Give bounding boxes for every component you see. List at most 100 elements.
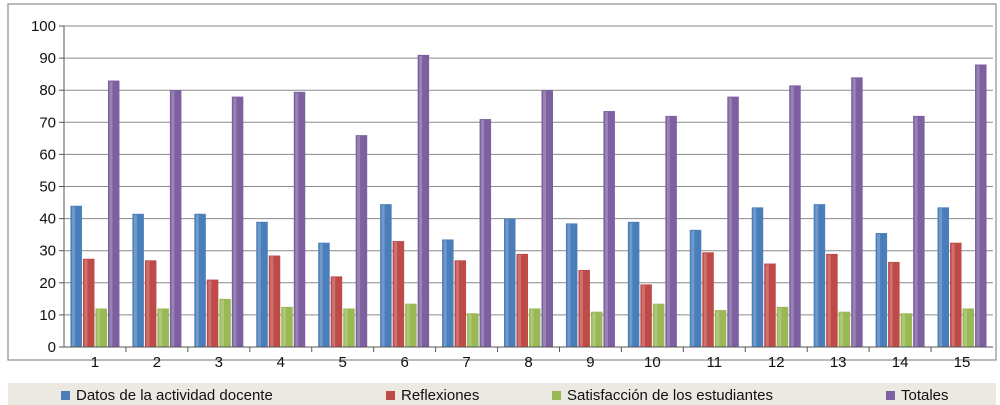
bar-highlight	[753, 208, 757, 347]
bar-highlight	[902, 314, 906, 347]
bar-series-2-cat-1	[82, 258, 95, 347]
bar-series-2-cat-11	[702, 252, 714, 347]
y-tick-label: 60	[39, 146, 56, 163]
x-tick-label: 12	[768, 354, 785, 371]
bar-series-4-cat-1	[107, 80, 120, 347]
bar-series-3-cat-2	[157, 308, 169, 347]
bar-series-1-cat-8	[504, 218, 516, 347]
legend-swatch-4	[886, 391, 895, 400]
bar-highlight	[840, 312, 844, 347]
y-tick-label: 20	[39, 275, 56, 292]
bar-series-4-cat-8	[541, 90, 553, 347]
bar-series-4-cat-2	[169, 90, 182, 347]
bar-series-4-cat-11	[727, 96, 739, 348]
bar-series-3-cat-9	[590, 311, 603, 347]
bar-series-3-cat-6	[405, 303, 417, 347]
x-tick-label: 11	[707, 354, 723, 371]
y-tick-label: 30	[39, 243, 56, 260]
bar-series-2-cat-5	[330, 276, 343, 347]
bar-series-2-cat-3	[206, 279, 219, 347]
bar-highlight	[703, 253, 707, 347]
bar-series-2-cat-13	[826, 253, 838, 347]
legend-band	[8, 383, 996, 405]
bar-highlight	[654, 304, 658, 347]
bar-series-4-cat-6	[417, 54, 430, 347]
bar-highlight	[728, 97, 732, 348]
x-tick-label: 1	[91, 354, 99, 371]
bar-highlight	[381, 205, 385, 347]
x-tick-label: 7	[462, 354, 470, 371]
y-tick-label: 10	[39, 307, 56, 324]
bar-series-1-cat-2	[132, 213, 144, 347]
bar-series-3-cat-8	[529, 308, 541, 347]
bar-highlight	[96, 309, 100, 347]
x-tick-label: 14	[892, 354, 909, 371]
bar-series-2-cat-2	[144, 260, 157, 347]
bar-highlight	[257, 222, 261, 347]
bar-highlight	[778, 307, 782, 348]
bar-highlight	[877, 234, 881, 347]
bar-highlight	[158, 309, 162, 347]
bar-highlight	[295, 92, 299, 347]
x-tick-label: 10	[644, 354, 661, 371]
bar-series-3-cat-1	[95, 308, 107, 347]
bar-highlight	[914, 116, 918, 347]
bar-highlight	[629, 222, 633, 347]
bar-highlight	[71, 206, 75, 347]
bar-highlight	[518, 254, 521, 347]
bar-series-3-cat-7	[467, 313, 479, 347]
bar-highlight	[146, 261, 150, 347]
bar-series-3-cat-14	[900, 313, 913, 347]
bar-series-1-cat-10	[627, 221, 640, 347]
legend-label-4: Totales	[901, 387, 949, 404]
bar-series-1-cat-11	[689, 229, 702, 347]
bar-highlight	[716, 311, 720, 347]
bar-series-3-cat-4	[281, 306, 293, 348]
bar-series-3-cat-15	[962, 308, 975, 347]
bar-highlight	[233, 97, 237, 348]
bar-series-2-cat-15	[950, 242, 962, 347]
bar-highlight	[319, 243, 323, 347]
bar-series-4-cat-4	[293, 91, 306, 347]
bar-highlight	[815, 205, 819, 347]
bar-highlight	[641, 285, 645, 347]
bar-series-1-cat-4	[256, 221, 268, 347]
x-tick-label: 5	[339, 354, 347, 371]
bar-series-2-cat-10	[640, 284, 652, 347]
legend-swatch-2	[386, 391, 395, 400]
bar-series-3-cat-5	[343, 308, 355, 347]
bar-series-3-cat-13	[838, 311, 851, 347]
bar-highlight	[220, 299, 224, 347]
y-tick-label: 80	[39, 82, 56, 99]
bar-highlight	[394, 242, 398, 347]
bar-highlight	[84, 259, 88, 347]
bar-highlight	[790, 86, 794, 347]
bar-highlight	[282, 307, 286, 348]
bar-series-4-cat-7	[479, 119, 492, 347]
x-tick-label: 13	[830, 354, 847, 371]
bar-series-1-cat-13	[813, 204, 826, 347]
bar-highlight	[406, 304, 410, 347]
bar-highlight	[543, 91, 546, 347]
bar-highlight	[827, 254, 831, 347]
bar-highlight	[208, 280, 212, 347]
bar-series-4-cat-14	[913, 115, 925, 347]
bar-series-1-cat-15	[937, 207, 950, 347]
x-tick-label: 2	[153, 354, 161, 371]
bar-highlight	[976, 65, 980, 348]
bar-series-1-cat-6	[380, 204, 392, 347]
bar-series-4-cat-5	[355, 135, 368, 347]
x-tick-label: 15	[954, 354, 971, 371]
bar-series-1-cat-7	[442, 239, 454, 347]
bar-series-4-cat-9	[603, 111, 615, 347]
y-tick-label: 0	[48, 339, 56, 356]
bar-series-1-cat-5	[318, 242, 330, 347]
bar-highlight	[332, 277, 336, 347]
x-tick-label: 4	[277, 354, 285, 371]
legend-swatch-1	[61, 391, 70, 400]
x-tick-label: 3	[215, 354, 223, 371]
x-tick-label: 9	[586, 354, 594, 371]
bar-highlight	[592, 312, 596, 347]
bar-series-4-cat-15	[975, 64, 987, 348]
x-tick-label: 8	[524, 354, 532, 371]
